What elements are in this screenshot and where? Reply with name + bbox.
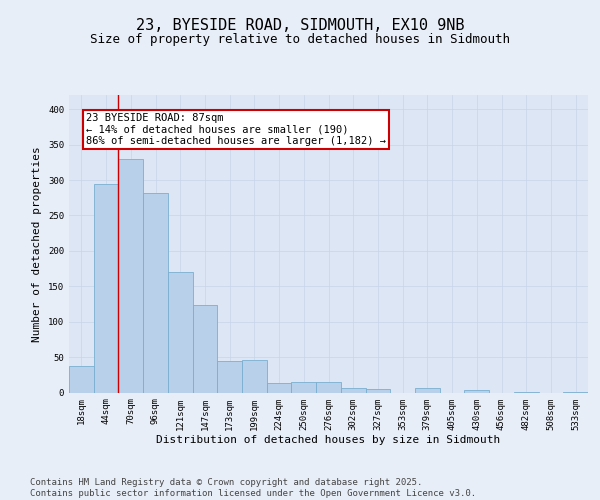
Text: 23, BYESIDE ROAD, SIDMOUTH, EX10 9NB: 23, BYESIDE ROAD, SIDMOUTH, EX10 9NB [136, 18, 464, 32]
Text: 23 BYESIDE ROAD: 87sqm
← 14% of detached houses are smaller (190)
86% of semi-de: 23 BYESIDE ROAD: 87sqm ← 14% of detached… [86, 112, 386, 146]
Text: Contains HM Land Registry data © Crown copyright and database right 2025.
Contai: Contains HM Land Registry data © Crown c… [30, 478, 476, 498]
Bar [365, 389, 390, 392]
Bar [267, 382, 292, 392]
Bar [292, 382, 316, 392]
Bar [168, 272, 193, 392]
Bar [143, 192, 168, 392]
Bar [341, 388, 365, 392]
Bar [464, 390, 489, 392]
Bar [316, 382, 341, 392]
X-axis label: Distribution of detached houses by size in Sidmouth: Distribution of detached houses by size … [157, 435, 500, 445]
Bar [69, 366, 94, 392]
Bar [415, 388, 440, 392]
Bar [193, 306, 217, 392]
Bar [94, 184, 118, 392]
Bar [217, 362, 242, 392]
Text: Size of property relative to detached houses in Sidmouth: Size of property relative to detached ho… [90, 32, 510, 46]
Bar [118, 159, 143, 392]
Bar [242, 360, 267, 392]
Y-axis label: Number of detached properties: Number of detached properties [32, 146, 43, 342]
